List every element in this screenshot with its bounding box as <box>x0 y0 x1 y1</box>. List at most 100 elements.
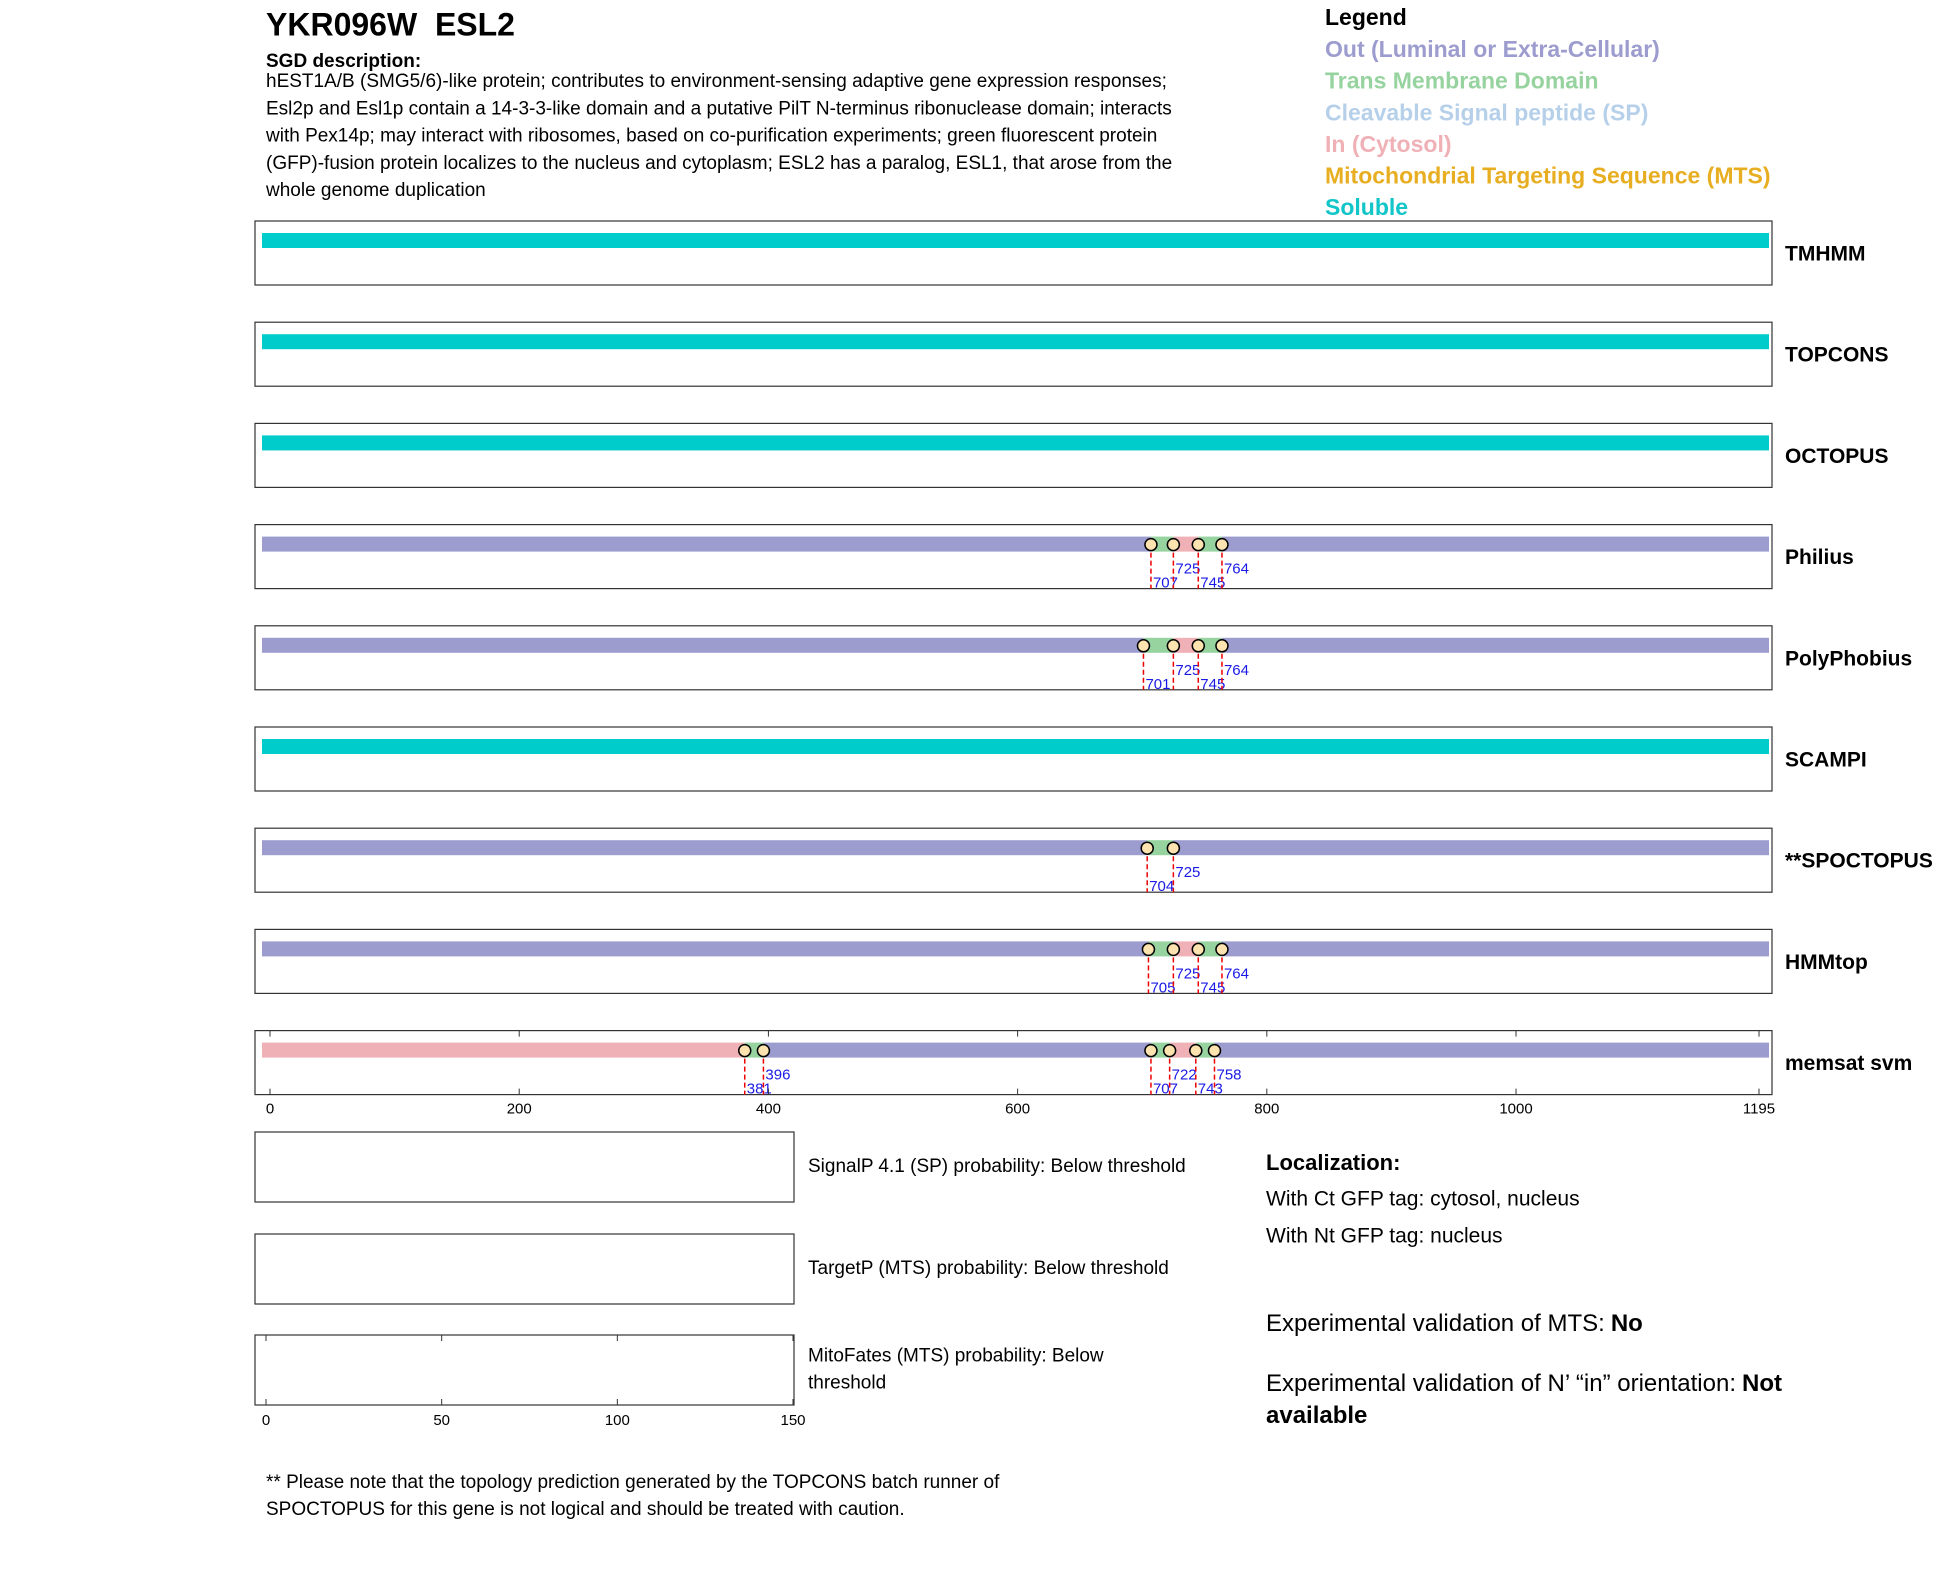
x-tick-label: 1000 <box>1499 1101 1532 1118</box>
legend-item: Soluble <box>1325 194 1408 220</box>
probability-text: SignalP 4.1 (SP) probability: Below thre… <box>808 1156 1186 1177</box>
boundary-label: 396 <box>765 1067 790 1084</box>
segment <box>1221 941 1769 957</box>
track-label: TMHMM <box>1785 243 1865 266</box>
boundary-label: 704 <box>1149 878 1174 895</box>
boundary-marker <box>1166 942 1181 957</box>
x-tick-label: 200 <box>507 1101 532 1118</box>
segment <box>262 637 1144 653</box>
boundary-label: 707 <box>1153 575 1178 592</box>
track-box <box>254 625 1773 691</box>
probability-text: MitoFates (MTS) probability: Below <box>808 1346 1104 1367</box>
boundary-label: 725 <box>1175 965 1200 982</box>
legend-item: In (Cytosol) <box>1325 131 1452 157</box>
segment <box>1173 941 1199 957</box>
title: YKR096W ESL2 <box>266 6 515 42</box>
boundary-marker <box>1162 1043 1177 1058</box>
footnote-line: SPOCTOPUS for this gene is not logical a… <box>266 1499 905 1520</box>
segment <box>262 334 1769 350</box>
track-box <box>254 422 1773 488</box>
boundary-marker <box>1215 537 1229 552</box>
segment <box>1143 637 1174 653</box>
boundary-marker <box>1207 1043 1222 1058</box>
segment <box>1173 536 1199 552</box>
segment <box>1173 637 1199 653</box>
boundary-marker <box>1166 841 1181 855</box>
segment <box>262 435 1769 451</box>
track-label: TOPCONS <box>1785 344 1888 367</box>
segment <box>1147 840 1174 856</box>
segment <box>1198 536 1222 552</box>
boundary-label: 701 <box>1145 676 1170 693</box>
boundary-marker <box>1215 639 1229 653</box>
segment <box>262 233 1769 248</box>
x-tick-label: 600 <box>1005 1101 1030 1118</box>
segment <box>262 1042 745 1058</box>
track-label: memsat svm <box>1785 1052 1912 1075</box>
x-tick-label: 1195 <box>1743 1101 1775 1118</box>
boundary-label: 722 <box>1172 1067 1197 1084</box>
legend-item: Cleavable Signal peptide (SP) <box>1325 99 1648 125</box>
description-line: (GFP)-fusion protein localizes to the nu… <box>266 153 1172 174</box>
boundary-label: 707 <box>1153 1081 1178 1098</box>
boundary-marker <box>1144 1043 1158 1058</box>
track-box <box>254 1029 1773 1096</box>
localization-title: Localization: <box>1266 1150 1400 1175</box>
boundary-marker <box>1191 639 1206 653</box>
mts-validation: Experimental validation of MTS: No <box>1266 1308 1826 1340</box>
track-box <box>254 726 1773 792</box>
boundary-marker <box>756 1043 771 1058</box>
boundary-marker <box>1166 537 1181 552</box>
boundary-marker <box>1191 942 1206 957</box>
track-label: OCTOPUS <box>1785 445 1888 468</box>
track-box <box>254 321 1773 387</box>
boundary-marker <box>737 1043 752 1058</box>
boundary-marker <box>1140 841 1154 855</box>
segment <box>763 1042 1151 1058</box>
description-heading: SGD description: <box>266 51 421 72</box>
x-tick-label: 100 <box>605 1412 630 1429</box>
footnote-line: ** Please note that the topology predict… <box>266 1472 1000 1493</box>
legend-item: Trans Membrane Domain <box>1325 68 1599 94</box>
track-label: PolyPhobius <box>1785 647 1912 670</box>
probability-box <box>254 1334 795 1406</box>
boundary-marker <box>1136 639 1151 653</box>
segment <box>262 739 1769 754</box>
boundary-label: 381 <box>747 1081 772 1098</box>
track-box <box>254 523 1773 590</box>
boundary-marker <box>1191 537 1206 552</box>
track-box <box>254 827 1773 893</box>
segment <box>1169 1042 1196 1058</box>
localization-line: With Nt GFP tag: nucleus <box>1266 1225 1503 1248</box>
localization-line: With Ct GFP tag: cytosol, nucleus <box>1266 1188 1580 1211</box>
legend-item: Mitochondrial Targeting Sequence (MTS) <box>1325 162 1771 188</box>
segment <box>1221 637 1769 653</box>
orientation-validation: Experimental validation of N’ “in” orien… <box>1266 1368 1826 1432</box>
description-line: whole genome duplication <box>265 180 486 201</box>
boundary-label: 764 <box>1224 662 1249 679</box>
probability-text: threshold <box>808 1373 886 1394</box>
x-tick-label: 0 <box>266 1101 274 1118</box>
boundary-label: 764 <box>1224 965 1249 982</box>
boundary-label: 745 <box>1200 676 1225 693</box>
legend-title: Legend <box>1325 4 1407 30</box>
validation-label: Experimental validation of MTS: <box>1266 1310 1605 1337</box>
track-label: Philius <box>1785 546 1854 569</box>
legend-item: Out (Luminal or Extra-Cellular) <box>1325 36 1660 62</box>
track-label: SCAMPI <box>1785 749 1867 772</box>
x-tick-label: 400 <box>756 1101 781 1118</box>
validation-value: Not available <box>1266 1370 1782 1429</box>
segment <box>262 536 1151 552</box>
validation-value: No <box>1610 1310 1643 1337</box>
boundary-marker <box>1189 1043 1203 1058</box>
description-line: Esl2p and Esl1p contain a 14-3-3-like do… <box>266 98 1172 119</box>
segment <box>262 840 1148 856</box>
segment <box>1198 941 1222 957</box>
boundary-marker <box>1166 639 1181 653</box>
segment <box>1214 1042 1769 1058</box>
boundary-label: 745 <box>1200 979 1225 996</box>
validation-label: Experimental validation of N’ “in” orien… <box>1266 1370 1737 1397</box>
track-label: **SPOCTOPUS <box>1785 850 1933 873</box>
track-box <box>254 928 1773 995</box>
